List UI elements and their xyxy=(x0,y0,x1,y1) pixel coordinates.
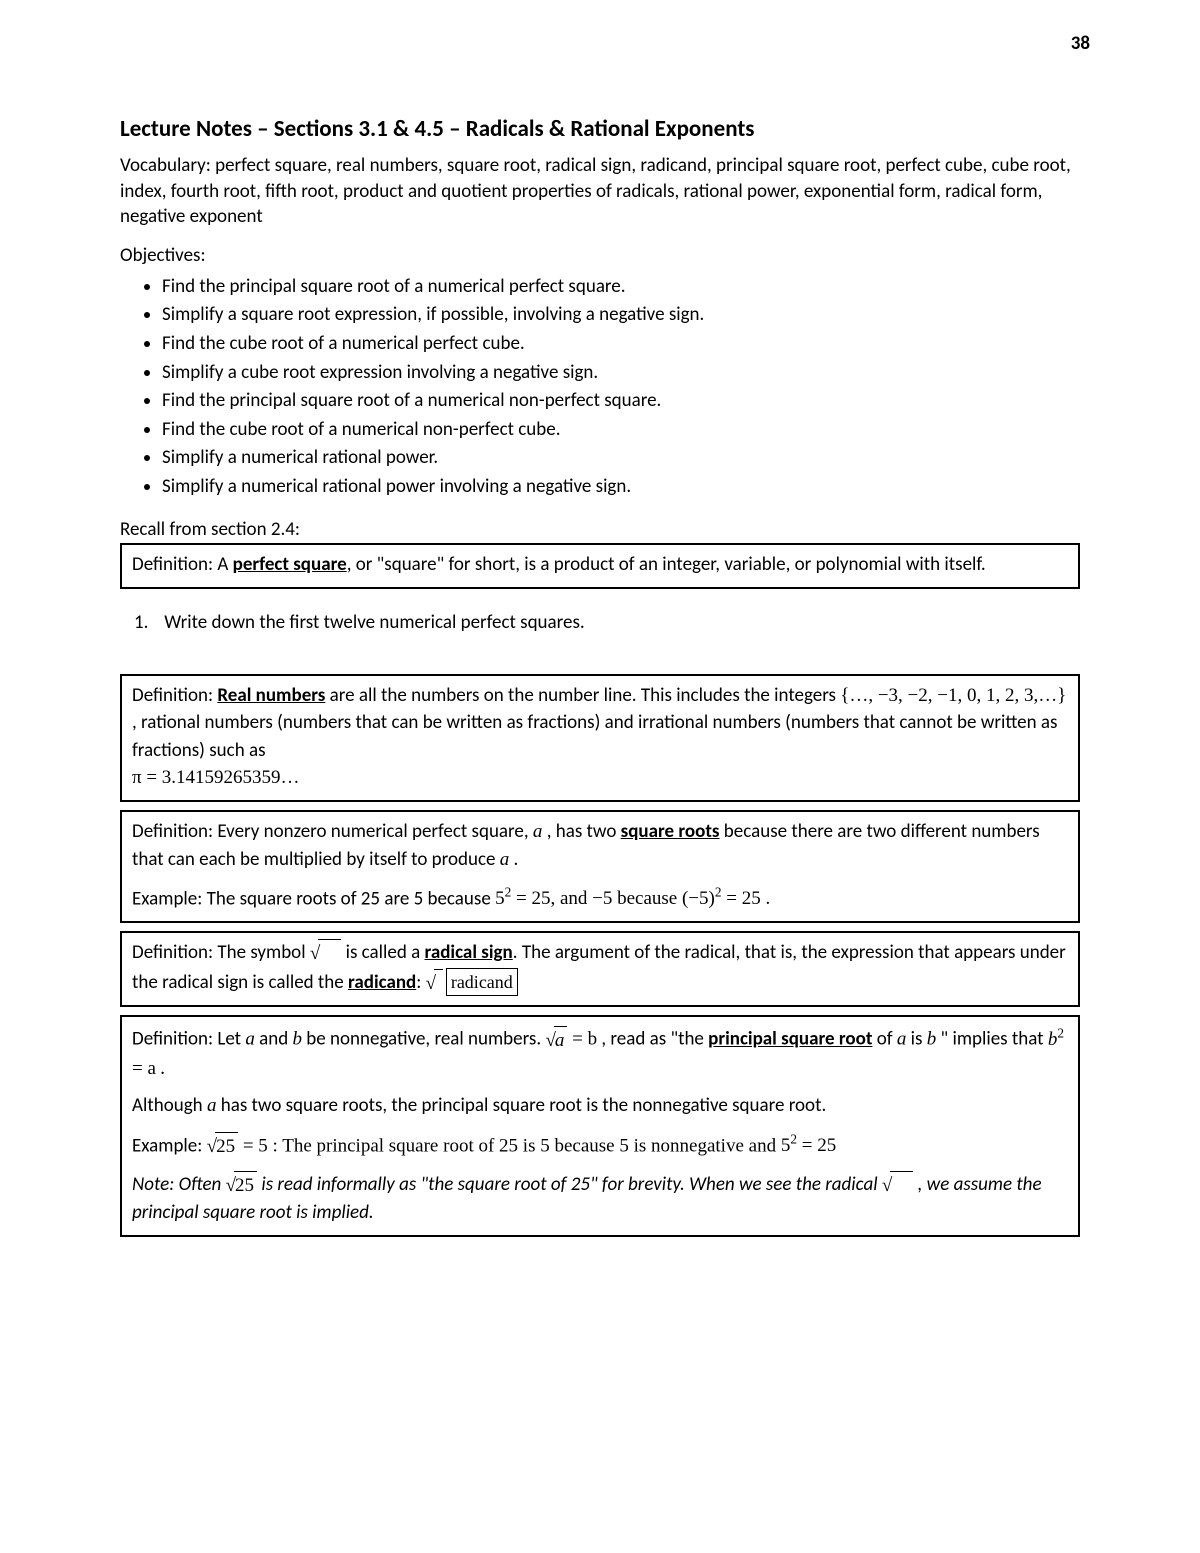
def-text: of xyxy=(872,1028,896,1051)
objective-item: Find the cube root of a numerical perfec… xyxy=(162,330,1080,358)
objectives-list: Find the principal square root of a nume… xyxy=(120,273,1080,500)
def-text: Definition: The symbol xyxy=(132,941,310,964)
radicand-box: radicand xyxy=(446,968,518,996)
definition-principal-square-root: Definition: Let a and b be nonnegative, … xyxy=(120,1015,1080,1236)
def-term: radicand xyxy=(348,971,416,994)
sqrt-a-icon: √a xyxy=(545,1026,567,1055)
page-title: Lecture Notes – Sections 3.1 & 4.5 – Rad… xyxy=(120,115,1080,143)
radical-sign-icon: √ xyxy=(310,939,341,968)
def-text: is called a xyxy=(346,941,425,964)
question-number: 1. xyxy=(134,611,160,634)
var-b: b xyxy=(293,1029,303,1050)
definition-real-numbers: Definition: Real numbers are all the num… xyxy=(120,674,1080,802)
var-a: a xyxy=(533,821,543,842)
def-term: radical sign xyxy=(425,941,513,964)
objective-item: Find the principal square root of a nume… xyxy=(162,273,1080,301)
def-text: Definition: Let xyxy=(132,1028,245,1051)
def-text: . xyxy=(156,1057,165,1080)
document-page: 38 Lecture Notes – Sections 3.1 & 4.5 – … xyxy=(0,0,1200,1553)
var-a: a xyxy=(500,849,510,870)
objective-item: Simplify a numerical rational power. xyxy=(162,444,1080,472)
objectives-label: Objectives: xyxy=(120,244,1080,267)
def-text: , has two xyxy=(542,820,620,843)
sqrt-25-icon: √25 xyxy=(226,1171,257,1200)
question-1: 1. Write down the first twelve numerical… xyxy=(134,611,1080,634)
var-a: a xyxy=(245,1029,255,1050)
def-term: square roots xyxy=(621,820,720,843)
def-term: principal square root xyxy=(708,1028,872,1051)
def-text: is xyxy=(906,1028,926,1051)
definition-perfect-square: Definition: A perfect square, or "square… xyxy=(120,543,1080,589)
def-text: Although xyxy=(132,1094,207,1117)
sqrt-25-icon: √25 xyxy=(207,1132,238,1161)
math-eq: = b xyxy=(567,1029,597,1050)
integer-set: {…, −3, −2, −1, 0, 1, 2, 3,…} xyxy=(840,685,1066,706)
objective-item: Simplify a cube root expression involvin… xyxy=(162,359,1080,387)
question-text: Write down the first twelve numerical pe… xyxy=(164,611,584,634)
def-text: Definition: xyxy=(132,684,217,707)
var-a: a xyxy=(897,1029,907,1050)
vocabulary-paragraph: Vocabulary: perfect square, real numbers… xyxy=(120,153,1080,230)
radical-with-radicand-icon: √ xyxy=(426,969,443,998)
example-text: Example: The square roots of 25 are 5 be… xyxy=(132,887,495,910)
def-text: Definition: Every nonzero numerical perf… xyxy=(132,820,533,843)
def-text: , read as "the xyxy=(597,1028,708,1051)
recall-label: Recall from section 2.4: xyxy=(120,518,1080,541)
definition-square-roots: Definition: Every nonzero numerical perf… xyxy=(120,810,1080,923)
page-number: 38 xyxy=(1071,32,1090,55)
objective-item: Find the cube root of a numerical non-pe… xyxy=(162,416,1080,444)
pi-value: π = 3.14159265359… xyxy=(132,767,300,788)
def-text: and xyxy=(255,1028,293,1051)
def-text: " implies that xyxy=(936,1028,1048,1051)
radical-sign-icon: √ xyxy=(882,1171,913,1200)
def-text: : xyxy=(416,971,421,994)
def-text: . xyxy=(509,848,518,871)
def-term: Real numbers xyxy=(217,684,325,707)
note-text: Note: Often √25 is read informally as "t… xyxy=(132,1173,1042,1225)
def-text: be nonnegative, real numbers. xyxy=(302,1028,545,1051)
def-text: has two square roots, the principal squa… xyxy=(216,1094,826,1117)
math-eq: = 5 : The principal square root of 25 is… xyxy=(238,1135,781,1156)
var-a: a xyxy=(207,1095,217,1116)
objective-item: Simplify a numerical rational power invo… xyxy=(162,473,1080,501)
definition-radical-sign: Definition: The symbol √ is called a rad… xyxy=(120,931,1080,1007)
def-text: are all the numbers on the number line. … xyxy=(325,684,840,707)
def-text: , or "square" for short, is a product of… xyxy=(347,553,986,576)
math-eq: 52 = 25, and −5 because (−5)2 = 25 . xyxy=(495,888,770,909)
objective-item: Find the principal square root of a nume… xyxy=(162,387,1080,415)
math-eq: 52 = 25 xyxy=(781,1135,836,1156)
example-text: Example: xyxy=(132,1134,207,1157)
var-b: b xyxy=(927,1029,937,1050)
objective-item: Simplify a square root expression, if po… xyxy=(162,301,1080,329)
def-term: perfect square xyxy=(233,553,347,576)
def-text: , rational numbers (numbers that can be … xyxy=(132,711,1057,762)
def-text: Definition: A xyxy=(132,553,233,576)
